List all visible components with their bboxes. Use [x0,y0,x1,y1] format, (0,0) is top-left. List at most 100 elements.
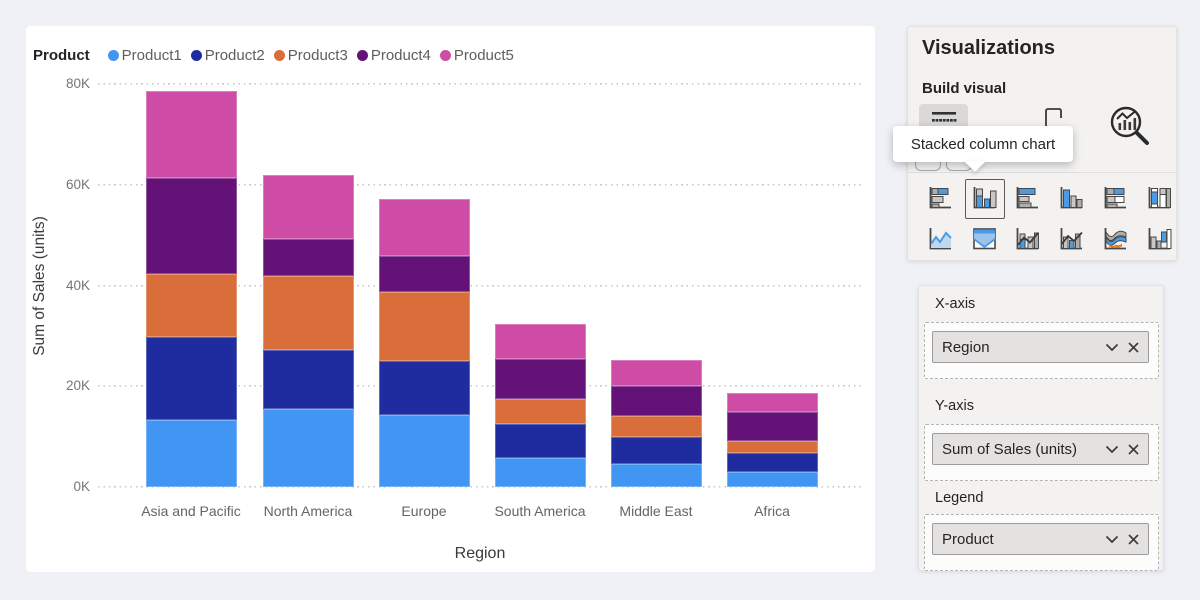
bar-segment-Product5[interactable] [726,392,818,413]
100-stacked-bar-chart-icon[interactable] [1101,184,1129,212]
stacked-bar-chart-icon[interactable] [926,184,954,212]
legend-label: Product5 [453,47,514,64]
legend-label: Product1 [121,47,182,64]
bar-segment-Product1[interactable] [145,420,237,487]
clustered-column-chart-icon[interactable] [1057,184,1085,212]
x-axis-drop-zone[interactable]: Region [924,322,1159,379]
waterfall-chart-icon[interactable] [1145,225,1173,253]
y-tick-label: 20K [65,378,90,394]
legend-item-Product1[interactable]: Product1 [107,47,182,64]
legend-label: Product4 [370,47,431,64]
bar-segment-Product5[interactable] [145,90,237,179]
selected-visual-outline [965,179,1005,219]
bar-segment-Product1[interactable] [726,471,818,487]
remove-field-icon[interactable] [1128,533,1139,545]
field-pill-text: Product [942,530,994,548]
pane-divider [908,172,1176,173]
gridline-60K [98,183,862,186]
gridline-20K [98,385,862,388]
visualizations-pane-title: Visualizations [922,37,1056,59]
bar-segment-Product4[interactable] [494,358,586,399]
legend-drop-zone[interactable]: Product [924,514,1159,571]
legend-dot [356,50,368,61]
y-axis-well-label: Y-axis [935,398,974,414]
stacked-column-chart-icon[interactable] [970,184,998,212]
format-visual-tab[interactable] [1042,105,1064,126]
chevron-down-icon[interactable] [1105,535,1119,544]
line-and-stacked-column-chart-icon[interactable] [1013,225,1041,253]
x-category-label: Middle East [619,503,693,519]
bar-segment-Product2[interactable] [378,360,470,415]
legend-item-Product3[interactable]: Product3 [273,47,348,64]
field-wells-pane: X-axis Region Y-axis Sum of Sales (units… [918,285,1164,571]
build-visual-icon [931,111,956,122]
bar-segment-Product2[interactable] [610,437,702,465]
bar-segment-Product5[interactable] [378,198,470,257]
bar-segment-Product4[interactable] [262,239,354,277]
ribbon-chart-icon[interactable] [1101,225,1129,253]
line-and-clustered-column-chart-icon[interactable] [1057,225,1085,253]
legend-dot [190,50,202,61]
bar-segment-Product4[interactable] [145,178,237,274]
legend-title: Product [33,47,90,64]
bar-segment-Product5[interactable] [610,359,702,386]
bar-segment-Product3[interactable] [494,398,586,425]
y-axis-title: Sum of Sales (units) [31,216,48,356]
build-visual-label: Build visual [922,80,1007,97]
field-pill-text: Sum of Sales (units) [942,440,1078,458]
legend-dot [107,50,119,61]
bar-segment-Product3[interactable] [145,273,237,338]
bar-segment-Product1[interactable] [610,464,702,487]
line-chart-icon[interactable] [926,225,954,253]
y-tick-label: 40K [65,277,90,293]
analytics-icon [1110,106,1149,145]
area-chart-icon[interactable] [970,225,998,253]
bar-segment-Product5[interactable] [494,324,586,359]
x-category-label: Asia and Pacific [141,503,241,519]
bar-segment-Product3[interactable] [262,276,354,351]
bar-segment-Product1[interactable] [378,414,470,487]
chevron-down-icon[interactable] [1105,343,1119,352]
visualizations-pane: Visualizations Build visual [907,26,1177,261]
legend-item-Product5[interactable]: Product5 [439,47,514,64]
bar-segment-Product2[interactable] [262,350,354,409]
legend-label: Product2 [204,47,265,64]
x-axis-field-pill[interactable]: Region [932,331,1149,363]
x-category-label: South America [494,503,586,519]
y-tick-label: 80K [65,76,90,91]
remove-field-icon[interactable] [1128,341,1139,353]
y-tick-label: 0K [73,479,90,494]
legend-field-pill[interactable]: Product [932,523,1149,555]
gridline-40K [98,284,862,287]
bar-segment-Product1[interactable] [494,458,586,487]
bar-segment-Product1[interactable] [262,408,354,487]
bar-segment-Product4[interactable] [610,385,702,416]
bar-segment-Product2[interactable] [726,452,818,472]
legend-item-Product2[interactable]: Product2 [190,47,265,64]
bar-segment-Product3[interactable] [610,415,702,438]
y-tick-label: 60K [65,176,90,192]
legend-label: Product3 [287,47,348,64]
legend-dot [273,50,285,61]
analytics-tab[interactable] [1108,105,1154,155]
tooltip: Stacked column chart [893,126,1073,162]
chart-legend: Product Product1 Product2 Product3 Product4… [33,47,514,64]
x-category-label: Europe [401,503,447,519]
100-stacked-column-chart-icon[interactable] [1145,184,1173,212]
bar-segment-Product3[interactable] [378,291,470,361]
clustered-bar-chart-icon[interactable] [1013,184,1041,212]
bar-segment-Product5[interactable] [262,174,354,240]
bar-segment-Product4[interactable] [378,256,470,292]
bar-segment-Product4[interactable] [726,412,818,441]
tooltip-text: Stacked column chart [910,135,1056,153]
chevron-down-icon[interactable] [1105,445,1119,454]
bar-segment-Product3[interactable] [726,440,818,453]
bar-segment-Product2[interactable] [145,337,237,420]
legend-item-Product4[interactable]: Product4 [356,47,431,64]
y-axis-field-pill[interactable]: Sum of Sales (units) [932,433,1149,465]
gridline-0K [98,486,862,489]
y-axis-drop-zone[interactable]: Sum of Sales (units) [924,424,1159,481]
remove-field-icon[interactable] [1128,443,1139,455]
bar-segment-Product2[interactable] [494,424,586,459]
stacked-column-chart-visual[interactable]: Product Product1 Product2 Product3 Product4… [26,26,875,572]
